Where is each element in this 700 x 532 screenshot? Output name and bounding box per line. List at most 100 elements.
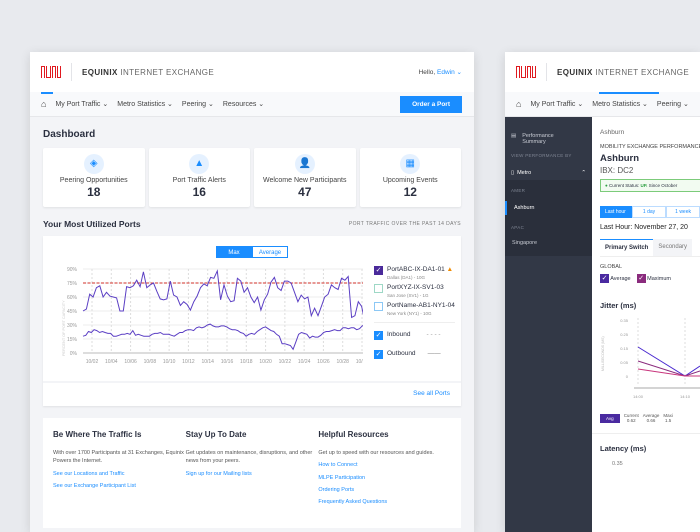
info-updates: Stay Up To Date Get updates on maintenanc… <box>186 429 319 517</box>
link[interactable]: See our Exchange Participant List <box>53 482 136 489</box>
y-tick-label: 90% <box>67 267 78 273</box>
y-tick-label: 0% <box>70 351 78 357</box>
jitter-stats: Avg Current 0.62 Average 0.66 Maxi 1.5 <box>600 413 700 423</box>
maximum-checkbox[interactable]: ✓ Maximum <box>636 274 671 283</box>
x-tick-label: 10/10 <box>163 359 176 365</box>
nav-peering[interactable]: Peering ⌄ <box>656 101 689 108</box>
y-tick-label: 75% <box>67 281 78 287</box>
equinix-logo <box>41 66 61 78</box>
x-tick-label: 10/26 <box>317 359 330 365</box>
warning-icon: ▲ <box>446 266 454 273</box>
y-tick-label: 60% <box>67 295 78 301</box>
nav-resources[interactable]: Resources ⌄ <box>222 101 265 108</box>
tab-secondary[interactable]: Secondary <box>653 239 693 256</box>
nav-my-port-traffic[interactable]: My Port Traffic ⌄ <box>55 101 109 108</box>
nav-peering[interactable]: Peering ⌄ <box>181 101 214 108</box>
card-value: 12 <box>403 185 417 199</box>
checkbox[interactable]: ✓ <box>374 350 383 359</box>
section-label: MOBILITY EXCHANGE PERFORMANCE <box>600 144 700 150</box>
breadcrumb[interactable]: Ashburn <box>600 129 625 136</box>
card-label: Port Traffic Alerts <box>172 177 226 184</box>
user-menu[interactable]: Hello, Edwin ⌄ <box>418 69 462 76</box>
card-peering-opportunities[interactable]: ◈ Peering Opportunities 18 <box>43 148 145 207</box>
peering-icon: ◈ <box>83 154 104 174</box>
info-card: Be Where The Traffic Is With over 1700 Pa… <box>43 418 461 528</box>
checkbox[interactable] <box>374 302 383 311</box>
main-nav: ⌂ My Port Traffic ⌄ Metro Statistics ⌄ P… <box>30 92 474 117</box>
order-port-button[interactable]: Order a Port <box>400 96 462 113</box>
home-icon[interactable]: ⌂ <box>41 99 47 109</box>
legend-outbound[interactable]: ✓ Outbound —— <box>374 350 441 359</box>
legend-inbound[interactable]: ✓ Inbound - - - - <box>374 331 441 340</box>
equinix-logo <box>516 66 536 78</box>
active-indicator <box>599 92 659 94</box>
x-tick-label: 10/28 <box>336 359 349 365</box>
page-title: Dashboard <box>43 129 96 140</box>
alert-icon: ▲ <box>189 154 210 174</box>
svg-text:14:00: 14:00 <box>633 394 644 399</box>
card-new-participants[interactable]: 👤 Welcome New Participants 47 <box>254 148 356 207</box>
checkbox[interactable] <box>374 284 383 293</box>
card-label: Peering Opportunities <box>59 177 128 184</box>
svg-text:0.15: 0.15 <box>620 346 629 351</box>
x-tick-label: 10/08 <box>144 359 157 365</box>
metro-main: Ashburn MOBILITY EXCHANGE PERFORMANCE As… <box>592 117 700 532</box>
link[interactable]: Sign up for our Mailing lists <box>185 470 252 477</box>
region-amer: AMER <box>511 188 526 193</box>
series-line-1 <box>82 323 363 351</box>
metro-singapore[interactable]: Singapore <box>512 240 538 246</box>
ports-chart-card: Max Average 0% 15% 30% 45% 60% 75% 90% 10/02 10/0… <box>43 236 461 406</box>
x-tick-label: 10/06 <box>124 359 137 365</box>
legend-port-abc[interactable]: ✓ PortABC-IX-DA1-01 ▲ Dallas (DA1) - 10G <box>374 266 454 280</box>
toggle-average[interactable]: Average <box>252 246 288 258</box>
card-value: 18 <box>87 185 101 199</box>
card-value: 16 <box>192 185 206 199</box>
range-last-hour[interactable]: Last hour <box>600 206 632 218</box>
dashboard-window: EQUINIX INTERNET EXCHANGE Hello, Edwin ⌄… <box>30 52 474 532</box>
link[interactable]: Ordering Ports <box>318 486 355 493</box>
header: EQUINIX INTERNET EXCHANGE Hello, Edwin ⌄ <box>30 52 474 92</box>
x-tick-label: 10/12 <box>182 359 195 365</box>
checkbox[interactable]: ✓ <box>374 331 383 340</box>
legend-port-xyz[interactable]: PortXYZ-IX-SV1-03 San Jose (SV1) - 1G <box>374 284 455 298</box>
link[interactable]: How to Connect <box>318 462 358 469</box>
nav-metro-statistics[interactable]: Metro Statistics ⌄ <box>592 101 648 108</box>
ibx-label: IBX: DC2 <box>600 166 634 175</box>
metro-ashburn[interactable]: Ashburn <box>505 201 592 215</box>
toggle-max[interactable]: Max <box>216 246 252 258</box>
x-tick-label: 10/18 <box>240 359 253 365</box>
see-all-ports-link[interactable]: See all Ports <box>413 390 450 397</box>
y-tick-label: 30% <box>67 323 78 329</box>
sidebar-metro[interactable]: ▯ Metro ⌃ <box>511 170 586 176</box>
card-port-traffic-alerts[interactable]: ▲ Port Traffic Alerts 16 <box>148 148 250 207</box>
nav-metro-statistics[interactable]: Metro Statistics ⌄ <box>117 101 173 108</box>
avg-badge: Avg <box>600 413 620 423</box>
time-heading: Last Hour: November 27, 20 <box>600 224 688 231</box>
y-axis-label: PERCENT OF PORT CAPACITY <box>62 300 66 356</box>
range-1-week[interactable]: 1 week <box>666 206 700 218</box>
ports-subtitle: PORT TRAFFIC OVER THE PAST 14 DAYS <box>348 221 461 227</box>
sidebar-performance-summary[interactable]: ▤ Performance Summary <box>511 133 554 145</box>
y-tick-label: 45% <box>67 309 78 315</box>
average-checkbox[interactable]: ✓ Average <box>600 274 631 283</box>
jitter-title: Jitter (ms) <box>600 301 637 310</box>
x-tick-label: 10/14 <box>201 359 214 365</box>
legend-port-name[interactable]: PortName-AB1-NY1-04 New York (NY1) - 10G <box>374 302 455 316</box>
info-resources: Helpful Resources Get up to speed with ou… <box>318 429 451 517</box>
active-indicator <box>41 92 53 94</box>
nav-my-port-traffic[interactable]: My Port Traffic ⌄ <box>530 101 584 108</box>
checkbox[interactable]: ✓ <box>374 266 383 275</box>
link[interactable]: MLPE Participation <box>318 474 366 481</box>
clipboard-icon: ▤ <box>511 133 517 139</box>
add-user-icon: 👤 <box>294 154 315 174</box>
metro-window: EQUINIX INTERNET EXCHANGE ⌂ My Port Traf… <box>505 52 700 532</box>
link[interactable]: See our Locations and Traffic <box>53 470 125 477</box>
card-upcoming-events[interactable]: ▦ Upcoming Events 12 <box>359 148 461 207</box>
svg-text:14:10: 14:10 <box>680 394 691 399</box>
calendar-icon: ▦ <box>400 154 421 174</box>
home-icon[interactable]: ⌂ <box>516 99 522 109</box>
link[interactable]: Frequently Asked Questions <box>318 499 388 505</box>
range-1-day[interactable]: 1 day <box>631 206 667 218</box>
tab-primary-switch[interactable]: Primary Switch <box>600 239 654 256</box>
y-label: MILLISECONDS (MS) <box>601 336 605 371</box>
